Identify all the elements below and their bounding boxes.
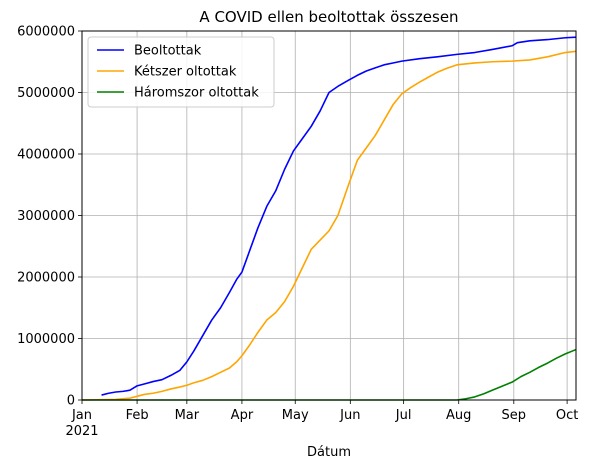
series-line-1 xyxy=(101,36,577,396)
x-tick-label: Feb xyxy=(126,408,149,423)
y-tick-label: 0 xyxy=(67,394,75,409)
y-tick-label: 2000000 xyxy=(17,271,75,286)
x-tick-year-label: 2021 xyxy=(65,424,98,439)
axis-ticks: 0 1000000 2000000 3000000 4000000 5000000 6000… xyxy=(17,25,578,440)
x-tick-label: Oct xyxy=(556,408,578,423)
y-tick-label: 1000000 xyxy=(17,332,75,347)
y-tick-label: 4000000 xyxy=(17,148,75,163)
y-tick-label: 6000000 xyxy=(17,25,75,40)
x-tick-label: Jun xyxy=(339,408,360,423)
legend-label-1: Beoltottak xyxy=(134,44,202,59)
y-tick-label: 5000000 xyxy=(17,86,75,101)
x-tick-label: Jul xyxy=(395,408,412,423)
series-line-3 xyxy=(82,348,577,401)
chart-title: A COVID ellen beoltottak összesen xyxy=(199,8,458,26)
x-tick-label: Sep xyxy=(502,408,527,423)
x-tick-label: Jan xyxy=(71,408,92,423)
series-lines xyxy=(81,36,577,401)
legend-box xyxy=(87,36,275,108)
y-tick-label: 3000000 xyxy=(17,209,75,224)
x-tick-label: May xyxy=(282,408,309,423)
x-tick-label: Mar xyxy=(175,408,200,423)
series-line-2 xyxy=(81,50,577,401)
x-axis-label: Dátum xyxy=(307,445,351,460)
x-tick-label: Aug xyxy=(446,408,471,423)
legend-label-3: Háromszor oltottak xyxy=(134,86,259,101)
legend-label-2: Kétszer oltottak xyxy=(134,65,237,80)
legend: Beoltottak Kétszer oltottak Háromszor olto… xyxy=(87,36,275,108)
x-tick-label: Apr xyxy=(231,408,254,423)
